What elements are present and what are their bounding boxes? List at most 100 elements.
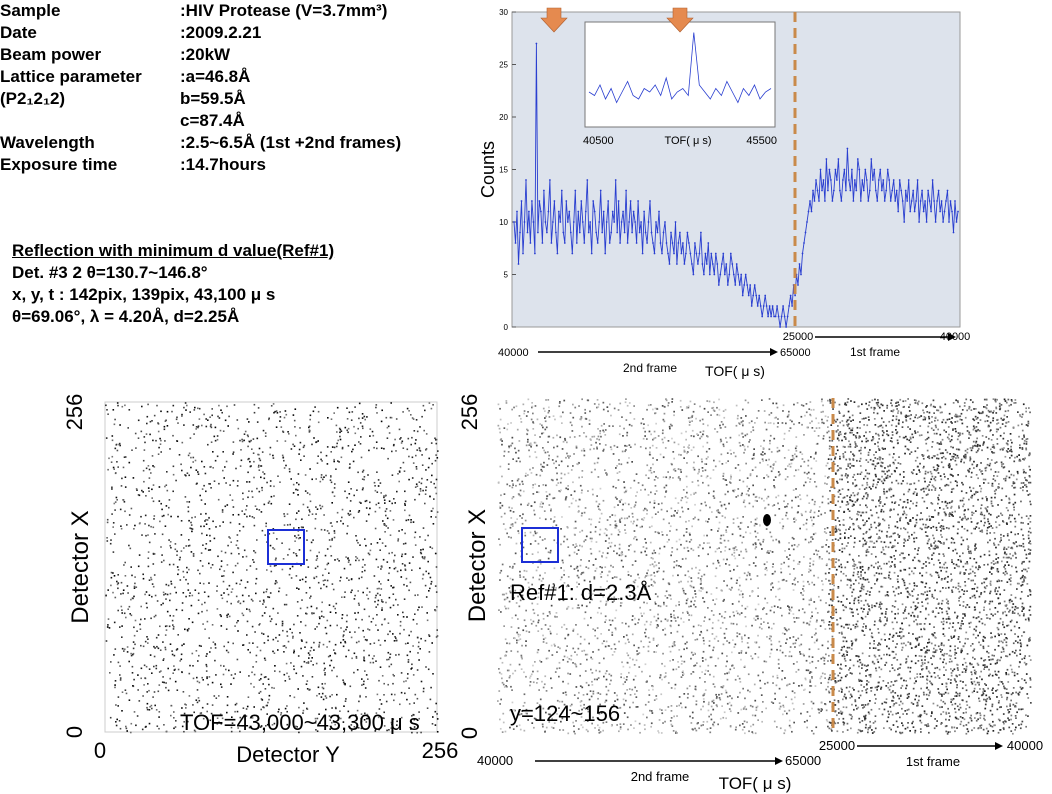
pixel — [839, 455, 841, 458]
pixel — [400, 691, 403, 694]
pixel — [707, 424, 709, 427]
pixel — [1009, 580, 1012, 582]
pixel — [217, 498, 220, 501]
pixel — [758, 646, 761, 649]
pixel — [934, 649, 937, 652]
pixel — [618, 519, 621, 522]
pixel — [895, 432, 898, 435]
pixel — [1023, 578, 1025, 581]
pixel — [579, 564, 582, 567]
pixel — [121, 636, 123, 638]
pixel — [979, 688, 981, 690]
pixel — [263, 642, 266, 644]
pixel — [975, 426, 978, 428]
pixel — [974, 543, 977, 546]
pixel — [963, 657, 966, 660]
pixel — [246, 515, 248, 518]
pixel — [839, 529, 841, 532]
pixel — [188, 672, 191, 675]
pixel — [891, 650, 894, 653]
pixel — [275, 557, 277, 560]
pixel — [287, 640, 290, 643]
pixel — [548, 504, 551, 506]
pixel — [120, 525, 122, 527]
pixel — [318, 646, 320, 648]
pixel — [195, 428, 197, 430]
pixel — [418, 717, 420, 720]
pixel — [239, 583, 241, 585]
pixel — [860, 600, 863, 602]
pixel — [860, 607, 863, 610]
pixel — [422, 489, 424, 492]
pixel — [618, 531, 621, 533]
pixel — [648, 585, 650, 588]
pixel — [1028, 542, 1030, 544]
pixel — [978, 681, 981, 684]
pixel — [255, 568, 258, 570]
data-point — [770, 315, 772, 318]
pixel — [517, 493, 520, 495]
pixel — [842, 717, 845, 720]
pixel — [383, 496, 385, 499]
pixel — [646, 572, 648, 575]
pixel — [960, 627, 962, 630]
pixel — [614, 544, 616, 547]
pixel — [818, 557, 821, 560]
pixel — [177, 515, 179, 518]
pixel — [130, 652, 132, 655]
pixel — [301, 578, 304, 581]
data-point — [674, 221, 677, 223]
pixel — [838, 432, 840, 435]
pixel — [139, 522, 141, 524]
pixel — [892, 634, 895, 637]
data-point — [936, 200, 938, 202]
pixel — [283, 651, 285, 653]
pixel — [927, 557, 930, 560]
pixel — [230, 674, 233, 676]
pixel — [415, 466, 418, 468]
pixel — [654, 531, 657, 533]
info-label: Exposure time — [0, 155, 118, 174]
pixel — [868, 605, 870, 607]
pixel — [383, 694, 385, 696]
pixel — [435, 438, 438, 441]
pixel — [584, 670, 587, 672]
pixel — [368, 513, 370, 516]
data-point — [816, 189, 819, 192]
pixel — [252, 666, 254, 668]
pixel — [209, 416, 211, 418]
pixel — [399, 438, 401, 440]
pixel — [222, 451, 224, 453]
pixel — [602, 729, 604, 732]
pixel — [333, 530, 336, 532]
pixel — [380, 703, 383, 705]
pixel — [414, 486, 417, 488]
data-point — [940, 200, 943, 202]
pixel — [981, 513, 983, 516]
pixel — [416, 623, 418, 625]
data-point — [843, 168, 846, 171]
pixel — [1015, 607, 1018, 610]
pixel — [933, 655, 935, 658]
data-point — [679, 231, 681, 234]
pixel — [342, 639, 345, 641]
pixel — [920, 655, 923, 658]
pixel — [394, 438, 396, 441]
pixel — [894, 459, 897, 461]
pixel — [652, 639, 655, 641]
pixel — [378, 679, 380, 682]
pixel — [576, 713, 578, 716]
pixel — [362, 558, 364, 561]
pixel — [974, 575, 977, 577]
pixel — [594, 727, 596, 729]
pixel — [831, 583, 834, 585]
pixel — [653, 437, 655, 440]
pixel — [351, 657, 353, 660]
pixel — [417, 609, 419, 611]
pixel — [181, 415, 183, 417]
pixel — [106, 540, 109, 542]
pixel — [939, 526, 942, 528]
pixel — [362, 591, 364, 594]
pixel — [261, 451, 264, 453]
pixel — [555, 467, 557, 469]
